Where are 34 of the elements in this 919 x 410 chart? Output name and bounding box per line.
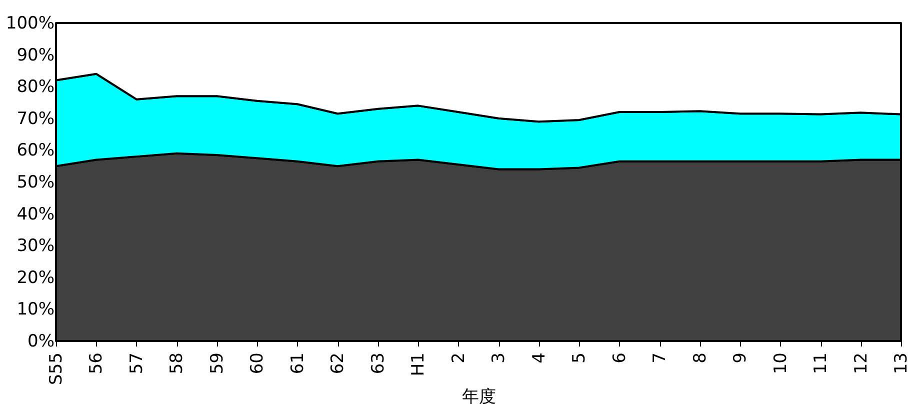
- y-tick-label: 80%: [16, 77, 54, 98]
- x-tick-label: 60: [248, 352, 268, 374]
- x-tick-label: 13: [892, 352, 912, 374]
- y-tick-label: 60%: [16, 140, 54, 161]
- x-tick-label: 61: [288, 352, 308, 374]
- x-tick-label: 11: [811, 352, 832, 374]
- x-tick-label: 57: [126, 352, 147, 374]
- y-tick-label: 10%: [16, 300, 54, 320]
- x-tick-label: 5: [570, 352, 590, 364]
- x-tick-label: 56: [86, 352, 107, 374]
- x-tick-label: 7: [650, 352, 670, 364]
- x-tick-label: S55: [46, 352, 66, 385]
- x-tick-label: 63: [368, 352, 388, 374]
- x-tick-label: 58: [167, 352, 188, 374]
- y-tick-label: 90%: [16, 45, 54, 66]
- x-tick-label: 8: [690, 352, 710, 364]
- y-tick-label: 50%: [16, 172, 54, 192]
- x-axis-title: 年度: [462, 386, 496, 407]
- x-tick-label: 2: [448, 352, 469, 364]
- x-tick-label: H1: [408, 352, 429, 376]
- x-tick-label: 59: [207, 352, 228, 374]
- y-tick-label: 30%: [16, 236, 54, 256]
- y-tick-label: 100%: [6, 14, 54, 34]
- y-tick-label: 70%: [16, 108, 54, 129]
- y-tick-label: 20%: [16, 268, 54, 288]
- x-tick-label: 62: [328, 352, 348, 374]
- x-tick-label: 4: [529, 352, 550, 364]
- x-tick-label: 9: [730, 352, 751, 364]
- x-tick-label: 12: [851, 352, 872, 374]
- x-tick-label: 6: [610, 352, 630, 364]
- x-tick-label: 10: [770, 352, 791, 374]
- y-tick-label: 0%: [28, 332, 54, 352]
- x-tick-label: 3: [489, 352, 510, 364]
- y-tick-label: 40%: [16, 204, 54, 224]
